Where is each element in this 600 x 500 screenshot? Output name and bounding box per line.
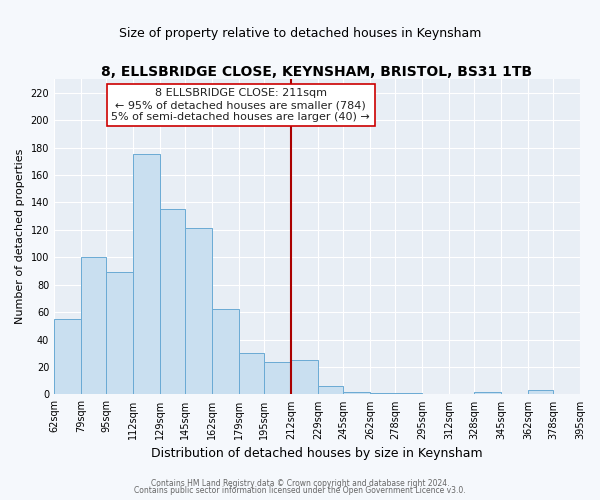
Bar [474, 392, 501, 394]
Bar [54, 319, 81, 394]
Title: 8, ELLSBRIDGE CLOSE, KEYNSHAM, BRISTOL, BS31 1TB: 8, ELLSBRIDGE CLOSE, KEYNSHAM, BRISTOL, … [101, 65, 533, 79]
Text: Size of property relative to detached houses in Keynsham: Size of property relative to detached ho… [119, 28, 481, 40]
Bar [291, 360, 318, 394]
Bar [81, 258, 106, 394]
X-axis label: Distribution of detached houses by size in Keynsham: Distribution of detached houses by size … [151, 447, 483, 460]
Bar [133, 154, 160, 394]
Bar [343, 392, 370, 394]
Y-axis label: Number of detached properties: Number of detached properties [15, 149, 25, 324]
Bar [264, 362, 291, 394]
Bar [106, 272, 133, 394]
Bar [370, 393, 395, 394]
Bar [528, 390, 553, 394]
Bar [160, 210, 185, 394]
Bar [395, 393, 422, 394]
Text: Contains HM Land Registry data © Crown copyright and database right 2024.: Contains HM Land Registry data © Crown c… [151, 478, 449, 488]
Bar [185, 228, 212, 394]
Bar [318, 386, 343, 394]
Text: Contains public sector information licensed under the Open Government Licence v3: Contains public sector information licen… [134, 486, 466, 495]
Text: 8 ELLSBRIDGE CLOSE: 211sqm
← 95% of detached houses are smaller (784)
5% of semi: 8 ELLSBRIDGE CLOSE: 211sqm ← 95% of deta… [112, 88, 370, 122]
Bar [239, 354, 264, 395]
Bar [212, 310, 239, 394]
